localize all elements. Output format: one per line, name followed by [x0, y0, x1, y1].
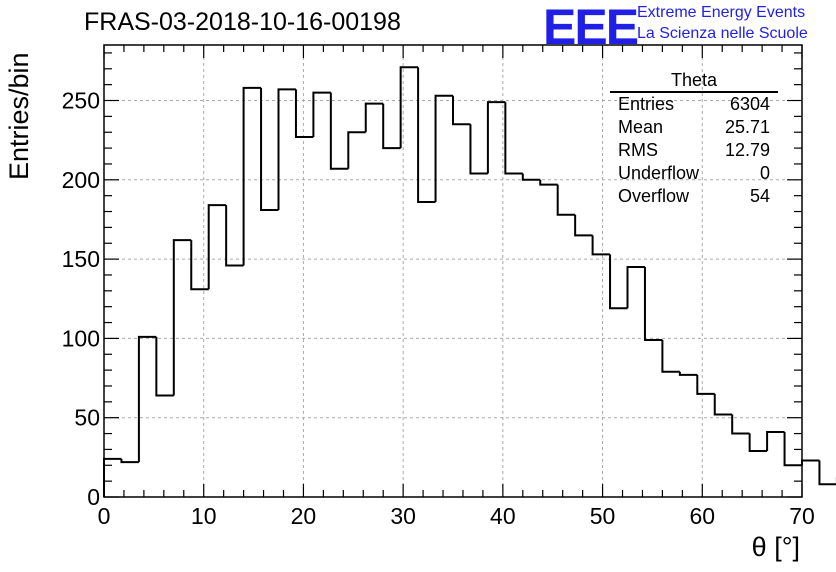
stats-label: Entries — [618, 94, 675, 114]
histogram-bin — [521, 173, 541, 181]
stats-value: 6304 — [729, 94, 770, 114]
histogram-bin — [643, 267, 663, 341]
histogram-bin — [801, 459, 820, 466]
histogram-bin — [242, 86, 262, 266]
x-axis-label: θ [°] — [751, 532, 800, 562]
x-tick-label: 30 — [390, 503, 416, 529]
histogram-bin — [312, 91, 331, 137]
y-tick-label: 200 — [62, 167, 100, 193]
histogram-bin — [661, 339, 680, 373]
histogram-bin — [469, 124, 488, 175]
histogram-bin — [609, 254, 628, 310]
histogram-bin — [277, 88, 296, 210]
stats-row-mean: Mean 25.71 — [610, 116, 778, 139]
histogram-bin — [748, 433, 768, 453]
histogram-bin — [207, 204, 227, 290]
stats-row-overflow: Overflow 54 — [610, 185, 778, 208]
y-tick-label: 0 — [87, 484, 100, 510]
y-axis-label: Entries/bin — [4, 52, 34, 180]
y-tick-label: 150 — [62, 246, 100, 272]
histogram-bin — [225, 205, 244, 267]
stats-row-entries: Entries 6304 — [610, 93, 778, 116]
histogram-bin — [574, 214, 593, 237]
stats-value: 0 — [759, 163, 770, 183]
x-tick-label: 50 — [590, 503, 616, 529]
histogram-bin — [452, 95, 471, 126]
histogram-bin — [364, 102, 384, 133]
stats-value: 25.71 — [724, 117, 770, 137]
histogram-bin — [818, 460, 836, 486]
histogram-bin — [137, 335, 157, 463]
histogram-bin — [539, 179, 558, 186]
histogram-bin — [382, 103, 401, 150]
histogram-bin — [504, 102, 523, 175]
histogram-bin — [399, 66, 419, 149]
stats-row-rms: RMS 12.79 — [610, 139, 778, 162]
histogram-bin — [731, 414, 750, 435]
x-tick-label: 10 — [191, 503, 217, 529]
logo-line-2: La Scienza nelle Scuole — [637, 25, 808, 42]
stats-label: Overflow — [618, 186, 690, 206]
stats-row-underflow: Underflow 0 — [610, 162, 778, 185]
histogram-bin — [260, 87, 279, 211]
histogram-bin — [329, 92, 349, 170]
chart-title: FRAS-03-2018-10-16-00198 — [84, 8, 401, 36]
stats-label: RMS — [618, 140, 658, 160]
histogram-bin — [626, 266, 645, 309]
histogram-bin — [783, 431, 802, 467]
x-tick-label: 20 — [291, 503, 317, 529]
histogram-bin — [556, 184, 576, 216]
y-tick-label: 250 — [62, 88, 100, 114]
plot-frame — [103, 44, 803, 498]
stats-value: 54 — [749, 186, 770, 206]
logo-line-1: Extreme Energy Events — [637, 4, 806, 21]
stats-value: 12.79 — [724, 140, 770, 160]
y-tick-label: 100 — [62, 325, 100, 351]
x-tick-label: 70 — [789, 503, 815, 529]
histogram-bin — [591, 235, 611, 256]
histogram-bin — [696, 374, 715, 395]
stats-box: Theta Entries 6304 Mean 25.71 RMS 12.79 … — [610, 70, 778, 208]
histogram-bin — [417, 67, 436, 204]
histogram-bin — [347, 131, 366, 169]
stats-title: Theta — [610, 70, 778, 93]
stats-label: Underflow — [618, 163, 700, 183]
histogram-bin — [486, 101, 506, 174]
histogram-bin — [120, 458, 139, 464]
histogram-bin — [294, 89, 314, 138]
histogram-outline — [103, 66, 836, 497]
histogram-bin — [155, 336, 174, 397]
axes-frame — [103, 44, 803, 498]
histogram-bin — [678, 371, 698, 376]
x-tick-label: 60 — [689, 503, 715, 529]
stats-label: Mean — [618, 117, 664, 137]
histogram-bin — [172, 239, 192, 396]
histogram-bin — [766, 430, 785, 452]
tick-labels: 0 10 20 30 40 50 60 70 0 50 100 150 200 250 — [62, 88, 815, 529]
histogram-bin — [713, 393, 733, 416]
x-tick-label: 0 — [98, 503, 111, 529]
eee-logo: EEE — [543, 0, 639, 55]
x-tick-label: 40 — [490, 503, 516, 529]
histogram-bin — [103, 457, 122, 497]
y-tick-label: 50 — [74, 405, 100, 431]
histogram-bin — [190, 240, 209, 291]
histogram-bin — [434, 94, 453, 203]
